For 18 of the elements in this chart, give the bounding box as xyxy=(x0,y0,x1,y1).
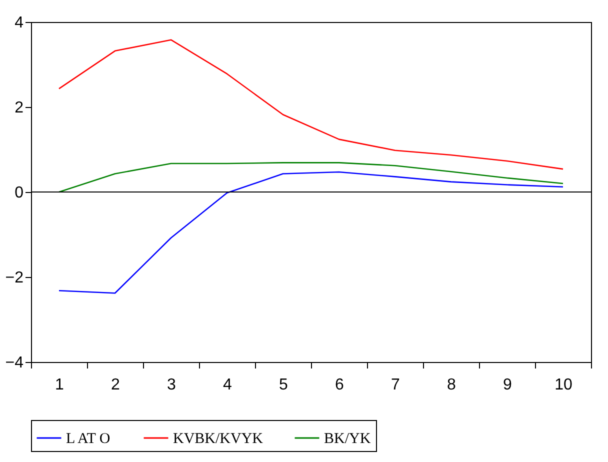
y-tick-label: 4 xyxy=(14,14,24,32)
y-tick-label: 2 xyxy=(14,100,24,116)
legend-label: KVBK/KVYK xyxy=(173,431,264,447)
x-tick-label: 9 xyxy=(503,376,512,394)
x-tick-label: 7 xyxy=(391,376,400,394)
x-tick-label: 4 xyxy=(223,376,232,394)
legend-label: L AT O xyxy=(66,431,110,447)
legend-label: BK/YK xyxy=(324,431,371,447)
y-tick-label: 0 xyxy=(14,184,24,202)
x-tick-label: 1 xyxy=(55,376,64,394)
x-tick-label: 5 xyxy=(279,376,288,394)
x-tick-label: 8 xyxy=(447,376,456,394)
y-tick-label: −4 xyxy=(5,354,24,372)
x-tick-label: 2 xyxy=(111,376,120,394)
x-tick-label: 3 xyxy=(167,376,176,394)
x-tick-label: 6 xyxy=(335,376,344,394)
x-tick-label: 10 xyxy=(554,376,572,394)
y-tick-label: −2 xyxy=(5,270,24,286)
